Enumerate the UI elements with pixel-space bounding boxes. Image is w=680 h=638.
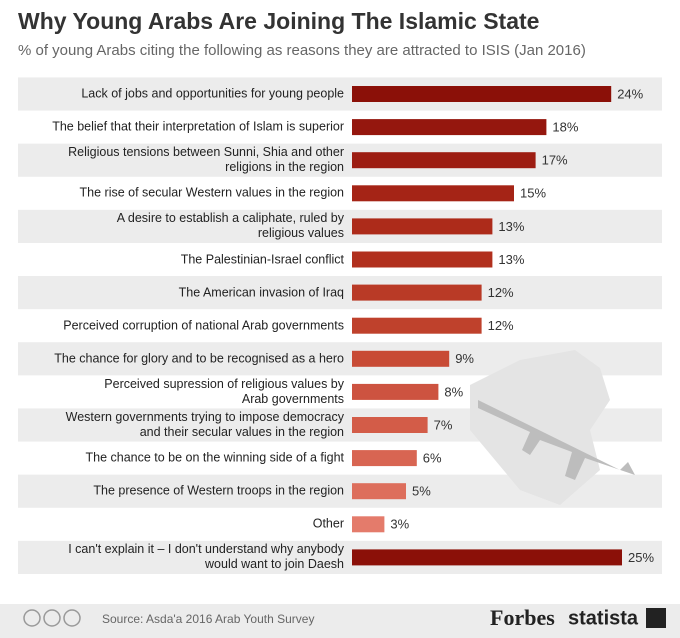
category-label: Western governments trying to impose dem… bbox=[65, 410, 344, 439]
brand-statista: statista bbox=[568, 607, 639, 629]
value-label: 13% bbox=[498, 219, 524, 234]
category-label: The chance for glory and to be recognise… bbox=[54, 351, 344, 366]
bar bbox=[352, 284, 482, 301]
row-band bbox=[18, 276, 662, 310]
nd-icon bbox=[63, 609, 81, 627]
category-label: The Palestinian-Israel conflict bbox=[180, 252, 344, 266]
value-label: 5% bbox=[412, 484, 431, 499]
value-label: 3% bbox=[390, 517, 409, 532]
category-label: Other bbox=[312, 516, 344, 531]
category-label: The American invasion of Iraq bbox=[178, 285, 344, 300]
cc-icon bbox=[23, 609, 41, 627]
category-label: The belief that their interpretation of … bbox=[52, 119, 344, 134]
value-label: 18% bbox=[552, 120, 578, 135]
value-label: 9% bbox=[455, 351, 474, 366]
category-label: Perceived corruption of national Arab go… bbox=[63, 318, 344, 333]
value-label: 8% bbox=[444, 384, 463, 399]
bar bbox=[352, 317, 482, 334]
by-icon bbox=[43, 609, 61, 627]
value-label: 6% bbox=[423, 451, 442, 466]
bar bbox=[352, 119, 547, 136]
bar bbox=[352, 417, 428, 433]
category-label: Religious tensions between Sunni, Shia a… bbox=[68, 145, 344, 175]
category-label: A desire to establish a caliphate, ruled… bbox=[116, 211, 344, 241]
value-label: 13% bbox=[498, 252, 524, 267]
category-label: The presence of Western troops in the re… bbox=[93, 483, 344, 498]
chart-subtitle: % of young Arabs citing the following as… bbox=[18, 42, 586, 59]
category-label: Perceived supression of religious values… bbox=[104, 376, 344, 406]
value-label: 12% bbox=[488, 285, 514, 300]
bar bbox=[352, 185, 514, 202]
bar bbox=[352, 350, 450, 367]
row-band bbox=[18, 209, 662, 243]
row-band bbox=[18, 143, 662, 177]
chart-title: Why Young Arabs Are Joining The Islamic … bbox=[18, 8, 540, 34]
source: Source: Asda'a 2016 Arab Youth Survey bbox=[102, 612, 314, 626]
category-label: The chance to be on the winning side of … bbox=[85, 450, 344, 465]
value-label: 25% bbox=[628, 550, 654, 565]
bar bbox=[352, 251, 493, 268]
statista-logo bbox=[646, 608, 666, 628]
category-label: I can't explain it – I don't understand … bbox=[68, 542, 344, 572]
bar bbox=[352, 218, 493, 235]
value-label: 24% bbox=[617, 86, 643, 101]
category-label: The rise of secular Western values in th… bbox=[79, 185, 344, 200]
bar bbox=[352, 152, 536, 169]
value-label: 15% bbox=[520, 186, 546, 201]
brand-forbes: Forbes bbox=[490, 605, 555, 630]
bar bbox=[352, 383, 439, 400]
category-label: Lack of jobs and opportunities for young… bbox=[81, 86, 344, 101]
value-label: 7% bbox=[434, 417, 453, 432]
footer-band bbox=[0, 604, 680, 638]
value-label: 17% bbox=[542, 153, 568, 168]
bar bbox=[352, 549, 622, 566]
rifle-silhouette bbox=[478, 400, 635, 480]
value-label: 12% bbox=[488, 318, 514, 333]
bar bbox=[352, 450, 417, 467]
bar bbox=[352, 483, 406, 500]
bar bbox=[352, 86, 612, 102]
bar bbox=[352, 516, 385, 533]
